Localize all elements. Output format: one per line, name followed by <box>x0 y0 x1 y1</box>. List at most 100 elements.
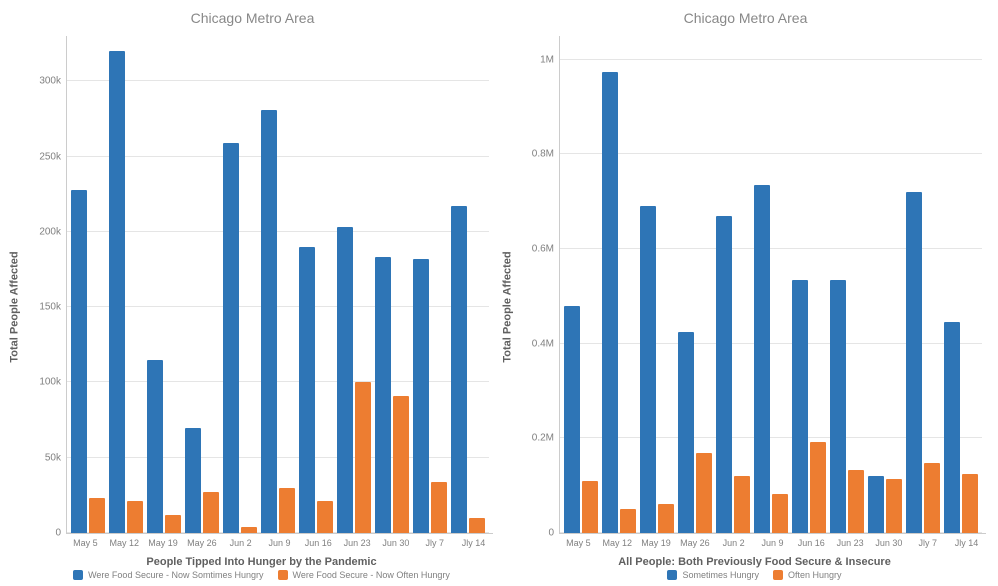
left-bar <box>431 482 447 533</box>
right-bar <box>620 509 636 533</box>
right-bar <box>830 280 846 533</box>
left-xtick-label: Jun 30 <box>377 534 416 552</box>
left-plot-col: 050k100k150k200k250k300k May 5May 12May … <box>24 32 499 582</box>
right-xtick-label: Jun 2 <box>714 534 753 552</box>
left-ylabel-wrap: Total People Affected <box>6 32 24 582</box>
right-xtick-label: Jly 7 <box>908 534 947 552</box>
left-bar <box>317 501 333 533</box>
left-ytick-label: 250k <box>39 151 67 162</box>
right-bar <box>792 280 808 533</box>
left-bar <box>185 428 201 533</box>
right-xtick-label: May 19 <box>637 534 676 552</box>
left-bar <box>355 382 371 533</box>
right-bar-group <box>600 36 638 533</box>
left-bar-group <box>69 36 107 533</box>
right-ytick-label: 0.2M <box>532 433 560 444</box>
right-bar <box>886 479 902 533</box>
left-bar <box>279 488 295 533</box>
left-bar-group <box>373 36 411 533</box>
right-xtick-label: Jun 16 <box>792 534 831 552</box>
right-bar <box>678 332 694 533</box>
right-bar <box>868 476 884 533</box>
left-bar-group <box>183 36 221 533</box>
left-xtick-label: Jun 16 <box>299 534 338 552</box>
left-plot-area: 050k100k150k200k250k300k <box>24 32 495 533</box>
right-bar <box>924 463 940 533</box>
right-ylabel-wrap: Total People Affected <box>499 32 517 582</box>
right-bar-group <box>828 36 866 533</box>
right-bar-group <box>904 36 942 533</box>
right-bar <box>564 306 580 533</box>
right-xtick-label: May 26 <box>675 534 714 552</box>
right-bar-group <box>562 36 600 533</box>
left-legend-label: Were Food Secure - Now Often Hungry <box>293 570 450 580</box>
right-ytick-label: 0.6M <box>532 244 560 255</box>
left-plot-inner: 050k100k150k200k250k300k <box>66 36 489 533</box>
left-xtick-label: Jun 9 <box>260 534 299 552</box>
right-ytick-label: 1M <box>540 54 560 65</box>
left-chart-body: Total People Affected 050k100k150k200k25… <box>6 32 499 582</box>
right-xtick-label: Jun 30 <box>870 534 909 552</box>
right-bar-group <box>942 36 980 533</box>
left-bar-group <box>335 36 373 533</box>
left-legend-label: Were Food Secure - Now Somtimes Hungry <box>88 570 263 580</box>
left-legend: Were Food Secure - Now Somtimes Hungry We… <box>24 570 499 582</box>
left-bar-group <box>297 36 335 533</box>
right-chart-body: Total People Affected 00.2M0.4M0.6M0.8M1… <box>499 32 992 582</box>
left-xtick-label: Jly 14 <box>454 534 493 552</box>
left-bar <box>203 492 219 533</box>
right-legend-item: Often Hungry <box>773 570 842 580</box>
charts-container: Chicago Metro Area Total People Affected… <box>0 0 998 586</box>
right-bar <box>696 453 712 533</box>
left-xtick-label: May 12 <box>105 534 144 552</box>
right-bar <box>716 216 732 533</box>
left-bar <box>165 515 181 533</box>
right-xtick-label: Jun 9 <box>753 534 792 552</box>
right-bar-group <box>790 36 828 533</box>
right-ytick-label: 0 <box>548 528 560 539</box>
right-bar <box>906 192 922 533</box>
right-legend-label: Often Hungry <box>788 570 842 580</box>
right-bar-group <box>638 36 676 533</box>
right-chart-title: Chicago Metro Area <box>499 10 992 26</box>
left-bar-group <box>449 36 487 533</box>
left-xtick-label: May 26 <box>182 534 221 552</box>
left-bar <box>393 396 409 533</box>
right-bar <box>772 494 788 533</box>
right-x-subtitle: All People: Both Previously Food Secure … <box>517 556 992 568</box>
left-ytick-label: 150k <box>39 302 67 313</box>
left-x-subtitle: People Tipped Into Hunger by the Pandemi… <box>24 556 499 568</box>
left-bar <box>299 247 315 533</box>
right-bar-group <box>676 36 714 533</box>
left-xtick-label: Jun 2 <box>221 534 260 552</box>
left-bar <box>109 51 125 533</box>
left-bar <box>89 498 105 533</box>
left-ylabel: Total People Affected <box>9 251 21 362</box>
right-bar <box>640 206 656 533</box>
right-ylabel: Total People Affected <box>502 251 514 362</box>
right-chart-panel: Chicago Metro Area Total People Affected… <box>499 10 992 582</box>
left-xtick-label: Jly 7 <box>415 534 454 552</box>
left-bars-row <box>67 36 489 533</box>
left-legend-item: Were Food Secure - Now Somtimes Hungry <box>73 570 263 580</box>
right-bars-row <box>560 36 982 533</box>
left-bar-group <box>411 36 449 533</box>
right-bar <box>944 322 960 533</box>
right-ytick-label: 0.8M <box>532 149 560 160</box>
left-legend-swatch <box>278 570 288 580</box>
left-ytick-label: 200k <box>39 226 67 237</box>
right-plot-area: 00.2M0.4M0.6M0.8M1M <box>517 32 988 533</box>
right-bar <box>962 474 978 533</box>
left-bar-group <box>107 36 145 533</box>
left-bar <box>469 518 485 533</box>
left-bar <box>375 257 391 533</box>
left-bar-group <box>145 36 183 533</box>
right-xtick-label: Jun 23 <box>831 534 870 552</box>
left-chart-panel: Chicago Metro Area Total People Affected… <box>6 10 499 582</box>
right-legend-swatch <box>773 570 783 580</box>
left-ytick-label: 50k <box>45 452 67 463</box>
left-bar-group <box>259 36 297 533</box>
left-bar <box>261 110 277 533</box>
right-bar <box>810 442 826 533</box>
left-ytick-label: 100k <box>39 377 67 388</box>
